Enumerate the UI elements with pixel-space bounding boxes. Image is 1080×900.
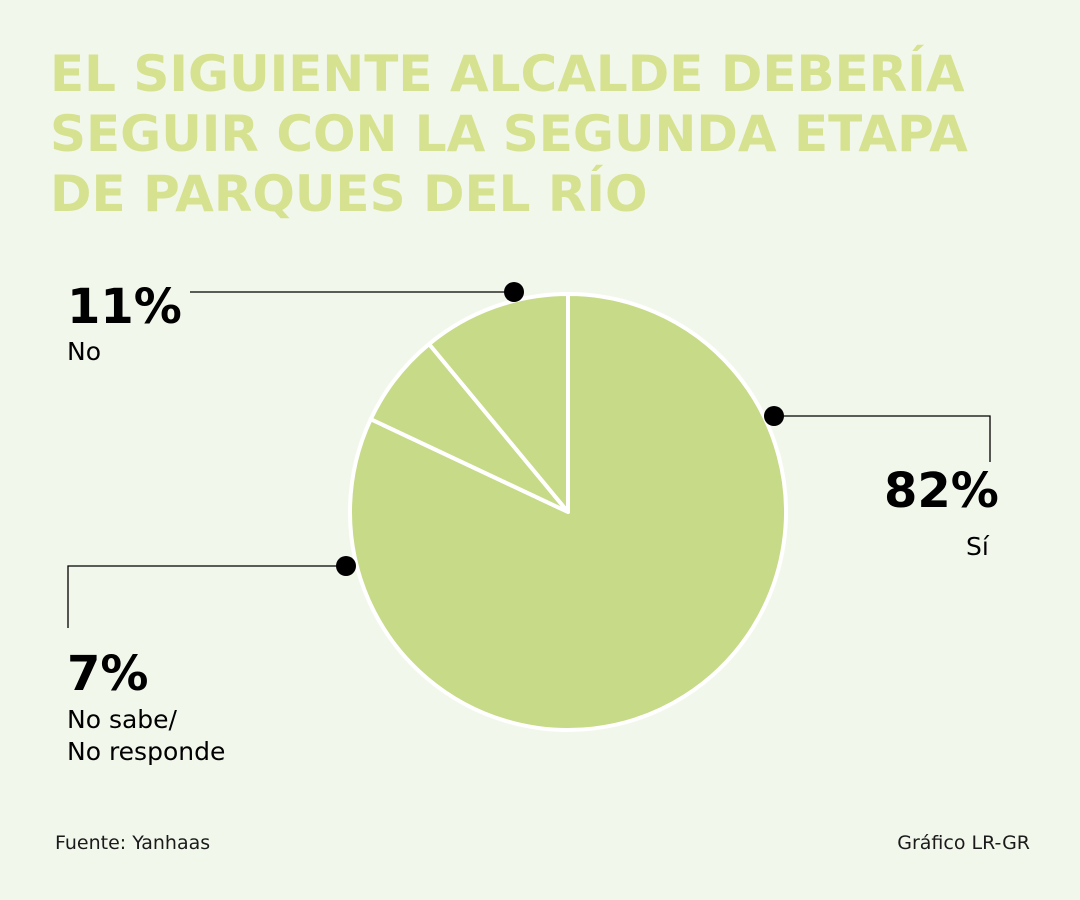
value-label-no: 11% (67, 279, 182, 335)
chart-title: EL SIGUIENTE ALCALDE DEBERÍA SEGUIR CON … (50, 44, 1050, 224)
value-label-si: 82% (884, 463, 999, 519)
leader-dot-no (504, 282, 524, 302)
leader-lines (67, 282, 991, 628)
pie-slices (348, 292, 789, 732)
leader-dot-si (764, 406, 784, 426)
category-label-no-sabe-line-2: No responde (67, 737, 226, 766)
category-label-si: Sí (966, 532, 989, 561)
chart-title-line-1: EL SIGUIENTE ALCALDE DEBERÍA (50, 45, 965, 103)
graphic-credit: Gráfico LR-GR (897, 832, 1030, 854)
value-label-no-sabe: 7% (67, 646, 149, 702)
pie-slice-2 (427, 292, 570, 514)
category-label-no-sabe-line-1: No sabe/ (67, 705, 177, 734)
source-note: Fuente: Yanhaas (55, 832, 211, 854)
leader-line-no-sabe (67, 565, 346, 628)
leader-dot-no-sabe (336, 556, 356, 576)
category-label-no: No (67, 337, 101, 366)
leader-line-si (774, 415, 991, 462)
chart-title-line-3: DE PARQUES DEL RÍO (50, 165, 648, 223)
chart-title-line-2: SEGUIR CON LA SEGUNDA ETAPA (50, 105, 968, 163)
